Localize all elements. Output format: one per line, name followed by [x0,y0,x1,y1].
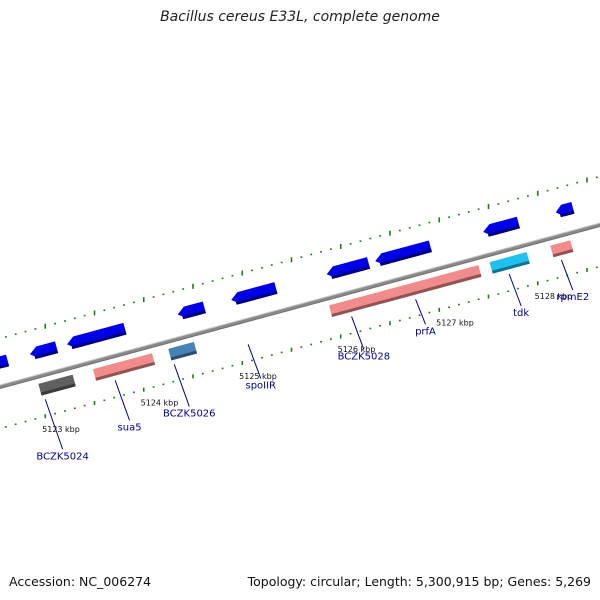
gene-feature-cds-9[interactable] [482,216,520,238]
feature-bar-shadow [552,248,574,258]
gene-feature-cds-10[interactable] [554,201,575,218]
gene-label-sua5[interactable]: sua5 [118,422,142,433]
feature-bar[interactable] [38,374,76,396]
chromosome-backbone [0,222,600,389]
gene-leader-line [351,316,365,350]
feature-bar-shadow [491,260,530,274]
gene-arrow-shadow [379,249,432,266]
gene-leader-line [173,364,190,407]
scale-label-5125: 5125 kbp [239,372,277,381]
gene-arrow-shadow [487,225,520,237]
gene-label-prfA[interactable]: prfA [415,326,436,337]
gene-leader-line [560,259,574,291]
feature-sua5[interactable] [92,353,156,381]
feature-bar-shadow [40,383,76,396]
feature-bar-shadow [95,361,156,381]
gene-label-BCZK5028[interactable]: BCZK5028 [338,352,391,363]
backbone-highlight [0,222,600,386]
feature-bar-shadow [170,350,198,361]
gene-arrow[interactable] [176,301,206,321]
scale-label-5124: 5124 kbp [141,398,179,407]
feature-steelblue[interactable] [168,341,198,361]
gene-arrow[interactable] [28,341,59,360]
gene-arrow-shadow [0,363,10,369]
scale-label-5127: 5127 kbp [436,319,474,328]
gene-arrow[interactable] [374,240,432,266]
gene-feature-cds-3[interactable] [28,341,59,360]
gene-leader-line [508,273,522,307]
gene-label-BCZK5024[interactable]: BCZK5024 [36,451,89,462]
scale-label-5128: 5128 kbp [535,292,573,301]
feature-bar[interactable] [168,341,198,361]
gene-label-rpmE2[interactable]: rpmE2 [556,292,589,303]
gene-arrow[interactable] [230,282,278,306]
gene-feature-cds-8[interactable] [374,240,432,266]
gene-label-tdk[interactable]: tdk [513,308,529,319]
gene-feature-cds-7[interactable] [325,257,371,280]
gene-arrow-shadow [235,290,278,305]
accession-label: Accession: NC_006274 [9,574,152,589]
gene-arrow-shadow [331,265,371,280]
gene-label-spoIIR[interactable]: spoIIR [245,380,276,391]
gene-feature-cds-5[interactable] [176,301,206,321]
map-title: Bacillus cereus E33L, complete genome [160,9,440,25]
genome-summary-label: Topology: circular; Length: 5,300,915 bp… [247,574,591,589]
feature-tdk[interactable] [489,252,530,274]
feature-pink-long[interactable] [329,265,482,317]
gene-feature-cds-6[interactable] [230,282,278,306]
gene-leader-line [114,380,131,421]
gene-arrow[interactable] [482,216,520,238]
scale-label-5123: 5123 kbp [42,425,80,434]
feature-bar[interactable] [92,353,156,381]
feature-dimgray[interactable] [38,374,76,396]
gene-arrow[interactable] [325,257,371,280]
gene-leader-line [44,399,64,450]
gene-arrow-shadow [71,331,127,350]
gene-feature-cds-2[interactable] [0,354,10,370]
scale-label-5126: 5126 kbp [338,345,376,354]
gene-arrow[interactable] [65,322,127,350]
gene-arrow-shadow [559,210,575,218]
gene-leader-line [247,344,262,379]
gene-leader-line [415,299,426,325]
gene-arrow-shadow [34,350,59,360]
feature-bar-shadow [331,273,482,317]
feature-rpmE2[interactable] [550,240,574,258]
gene-arrow-shadow [182,310,206,320]
gene-feature-cds-4[interactable] [65,322,127,350]
feature-bar[interactable] [489,252,530,274]
gene-label-BCZK5026[interactable]: BCZK5026 [163,408,216,419]
feature-bar[interactable] [329,265,482,317]
